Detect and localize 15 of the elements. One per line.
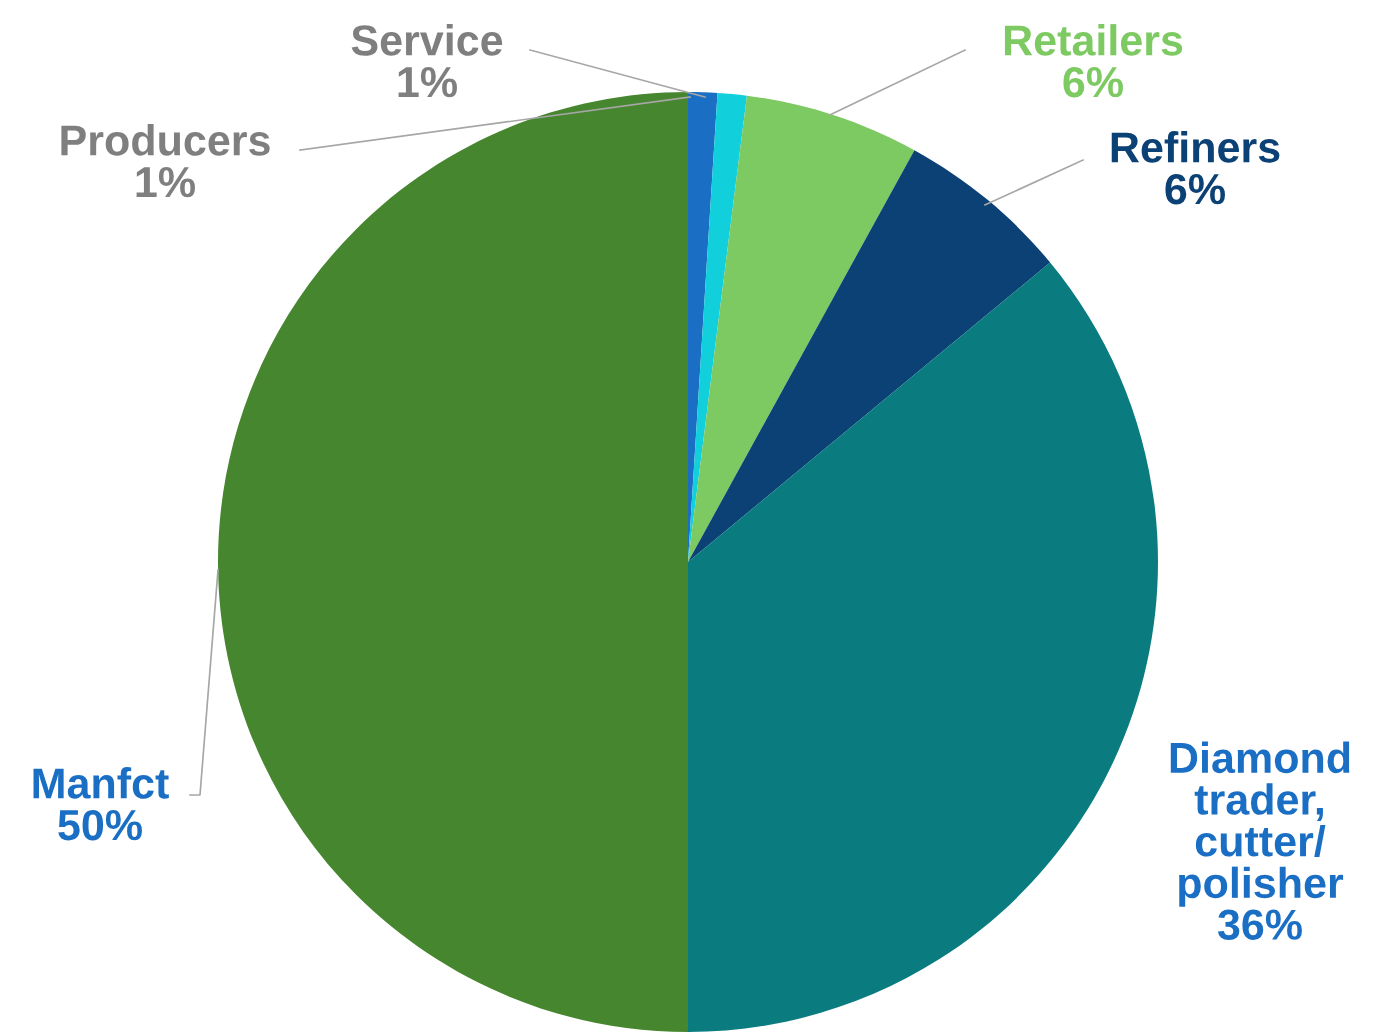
slice-label: Manfct — [33, 767, 169, 799]
slice-label: Refiners — [1111, 131, 1280, 163]
slice-label: Producers — [61, 124, 270, 156]
data-label: 1% — [398, 67, 457, 98]
data-label: 50% — [58, 809, 142, 841]
data-label: 1% — [136, 167, 195, 198]
data-label: 36% — [1217, 909, 1302, 941]
slice-label: Retailers — [1004, 24, 1183, 56]
pie-slice — [688, 262, 1158, 1032]
slice-label: Service — [351, 24, 503, 56]
data-label: 6% — [1063, 66, 1123, 98]
slice-label: Diamond trader, cutter/ polisher — [1170, 741, 1350, 907]
pie-slice — [688, 150, 1051, 562]
data-label: 6% — [1165, 173, 1225, 205]
pie-slice — [688, 95, 915, 562]
